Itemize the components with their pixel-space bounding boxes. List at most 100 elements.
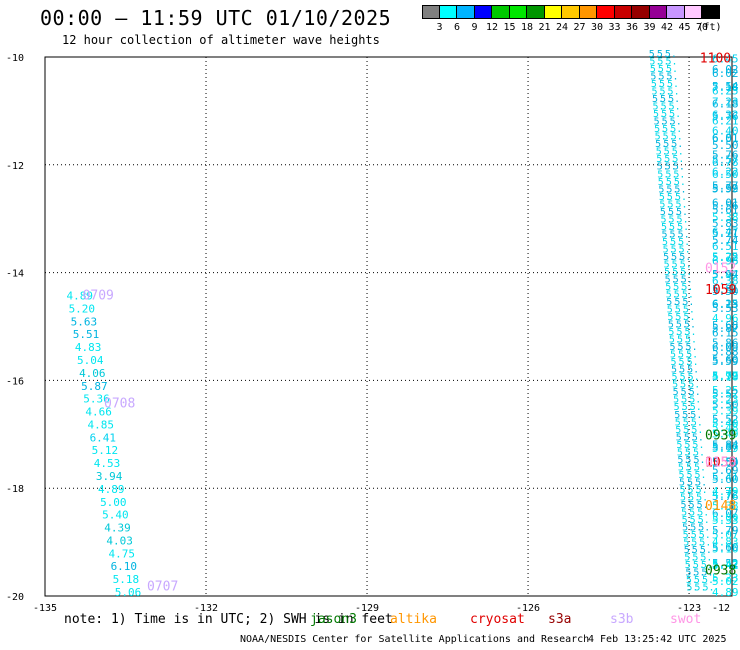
swath-mark: 5. (694, 575, 706, 586)
x-tick-label: -129 (355, 603, 379, 614)
swath-mark: 5. (685, 455, 697, 466)
wave-height-value: 5.20 (69, 302, 96, 315)
swath-mark: 5. (697, 500, 709, 511)
legend-label: 30 (591, 22, 604, 33)
y-tick-label: -18 (6, 484, 24, 495)
swath-mark: 5. (678, 237, 690, 248)
wave-height-value: 6.25 (712, 85, 739, 98)
swath-mark: 5. (685, 560, 697, 571)
wave-height-value: 5.94 (712, 268, 739, 281)
swath-mark: 5. (702, 583, 714, 594)
swath-mark: 5. (664, 267, 676, 278)
pass-time-label: 1100 (700, 51, 731, 66)
wave-height-value: 6.98 (712, 254, 739, 267)
swath-mark: 5. (691, 425, 703, 436)
swath-mark: 5. (693, 447, 705, 458)
wave-height-value: 4.75 (108, 547, 135, 560)
swath-mark: 5. (675, 305, 687, 316)
swath-mark: 5. (682, 522, 694, 533)
swath-mark: 5. (672, 372, 684, 383)
swath-mark: 5. (674, 410, 686, 421)
swath-mark: 5. (671, 132, 683, 143)
wave-height-value: 4.72 (712, 488, 739, 501)
swath-mark: 5. (681, 387, 693, 398)
swath-mark: 5. (673, 282, 685, 293)
satellite-cryosat: cryosat (470, 612, 525, 627)
wave-height-value: 5.50 (712, 139, 739, 152)
swath-mark: 5. (679, 365, 691, 376)
page-title: 00:00 — 11:59 UTC 01/10/2025 (40, 6, 392, 30)
swath-mark: 5. (673, 387, 685, 398)
swath-mark: 5. (676, 320, 688, 331)
swath-mark: 5. (687, 365, 699, 376)
wave-height-value: 5.42 (712, 558, 739, 571)
swath-mark: 5. (688, 485, 700, 496)
swath-mark: 5. (692, 545, 704, 556)
swath-mark: 5. (674, 297, 686, 308)
swath-mark: 5. (672, 380, 684, 391)
swath-mark: 5. (689, 500, 701, 511)
swath-mark: 5. (685, 568, 697, 579)
swath-mark: 5. (668, 327, 680, 338)
wave-height-value: 5.79 (712, 370, 739, 383)
swath-mark: 5. (672, 267, 684, 278)
swath-mark: 5. (665, 49, 677, 60)
swath-mark: 5. (701, 560, 713, 571)
legend-swatch (614, 5, 632, 19)
wave-height-value: 5.50 (712, 399, 739, 412)
swath-mark: 5. (690, 515, 702, 526)
swath-mark: 5. (668, 320, 680, 331)
swath-mark: 5. (684, 545, 696, 556)
swath-mark: 5. (692, 440, 704, 451)
satellite-s3b: s3b (610, 612, 634, 627)
swath-mark: 5. (660, 207, 672, 218)
swath-mark: 5. (661, 102, 673, 113)
legend-label: 27 (573, 22, 586, 33)
swath-mark: 5. (677, 455, 689, 466)
swath-mark: 5. (673, 169, 685, 180)
wave-height-value: 5.19 (712, 442, 739, 455)
swath-mark: 5. (650, 72, 662, 83)
wave-height-value: 4.97 (712, 369, 739, 382)
legend-label: 18 (521, 22, 534, 33)
swath-mark: 5. (693, 560, 705, 571)
wave-height-value: 6.78 (712, 156, 739, 169)
wave-height-value: 5.00 (100, 496, 127, 509)
swath-mark: 5. (687, 357, 699, 368)
legend-units: (ft) (697, 22, 722, 33)
swath-mark: 5. (686, 470, 698, 481)
swath-mark: 5. (655, 139, 667, 150)
wave-height-value: 5.88 (712, 346, 739, 359)
swath-mark: 5. (671, 252, 683, 263)
y-tick-label: -20 (6, 592, 24, 603)
wave-height-value: 5.54 (712, 456, 739, 469)
swath-mark: 5. (695, 470, 707, 481)
swath-mark: 5. (667, 312, 679, 323)
wave-height-value: 5.57 (712, 153, 739, 166)
wave-height-value: 5.77 (712, 180, 739, 193)
swath-mark: 5. (677, 335, 689, 346)
swath-mark: 5. (683, 425, 695, 436)
swath-mark: 5. (696, 492, 708, 503)
wave-height-value: 5.39 (712, 405, 739, 418)
swath-mark: 5. (686, 350, 698, 361)
wave-height-value: 5.60 (712, 541, 739, 554)
wave-height-value: 5.50 (712, 285, 739, 298)
legend-label: 6 (454, 22, 461, 33)
wave-height-value: 7.18 (712, 81, 739, 94)
swath-mark: 5. (692, 553, 704, 564)
pass-time-label: 0708 (104, 396, 135, 411)
wave-height-value: 4.96 (712, 312, 739, 325)
swath-mark: 5. (666, 184, 678, 195)
swath-mark: 5. (672, 259, 684, 270)
legend-label: 45 (678, 22, 691, 33)
legend-label: 70 (696, 22, 709, 33)
wave-height-value: 6.01 (712, 132, 739, 145)
swath-mark: 5. (666, 297, 678, 308)
wave-height-value: 5.59 (712, 355, 739, 368)
swath-mark: 5. (694, 462, 706, 473)
pass-time-label: 0709 (83, 289, 114, 304)
legend-swatch (562, 5, 580, 19)
wave-height-value: 6.50 (712, 168, 739, 181)
swath-mark: 5. (700, 545, 712, 556)
